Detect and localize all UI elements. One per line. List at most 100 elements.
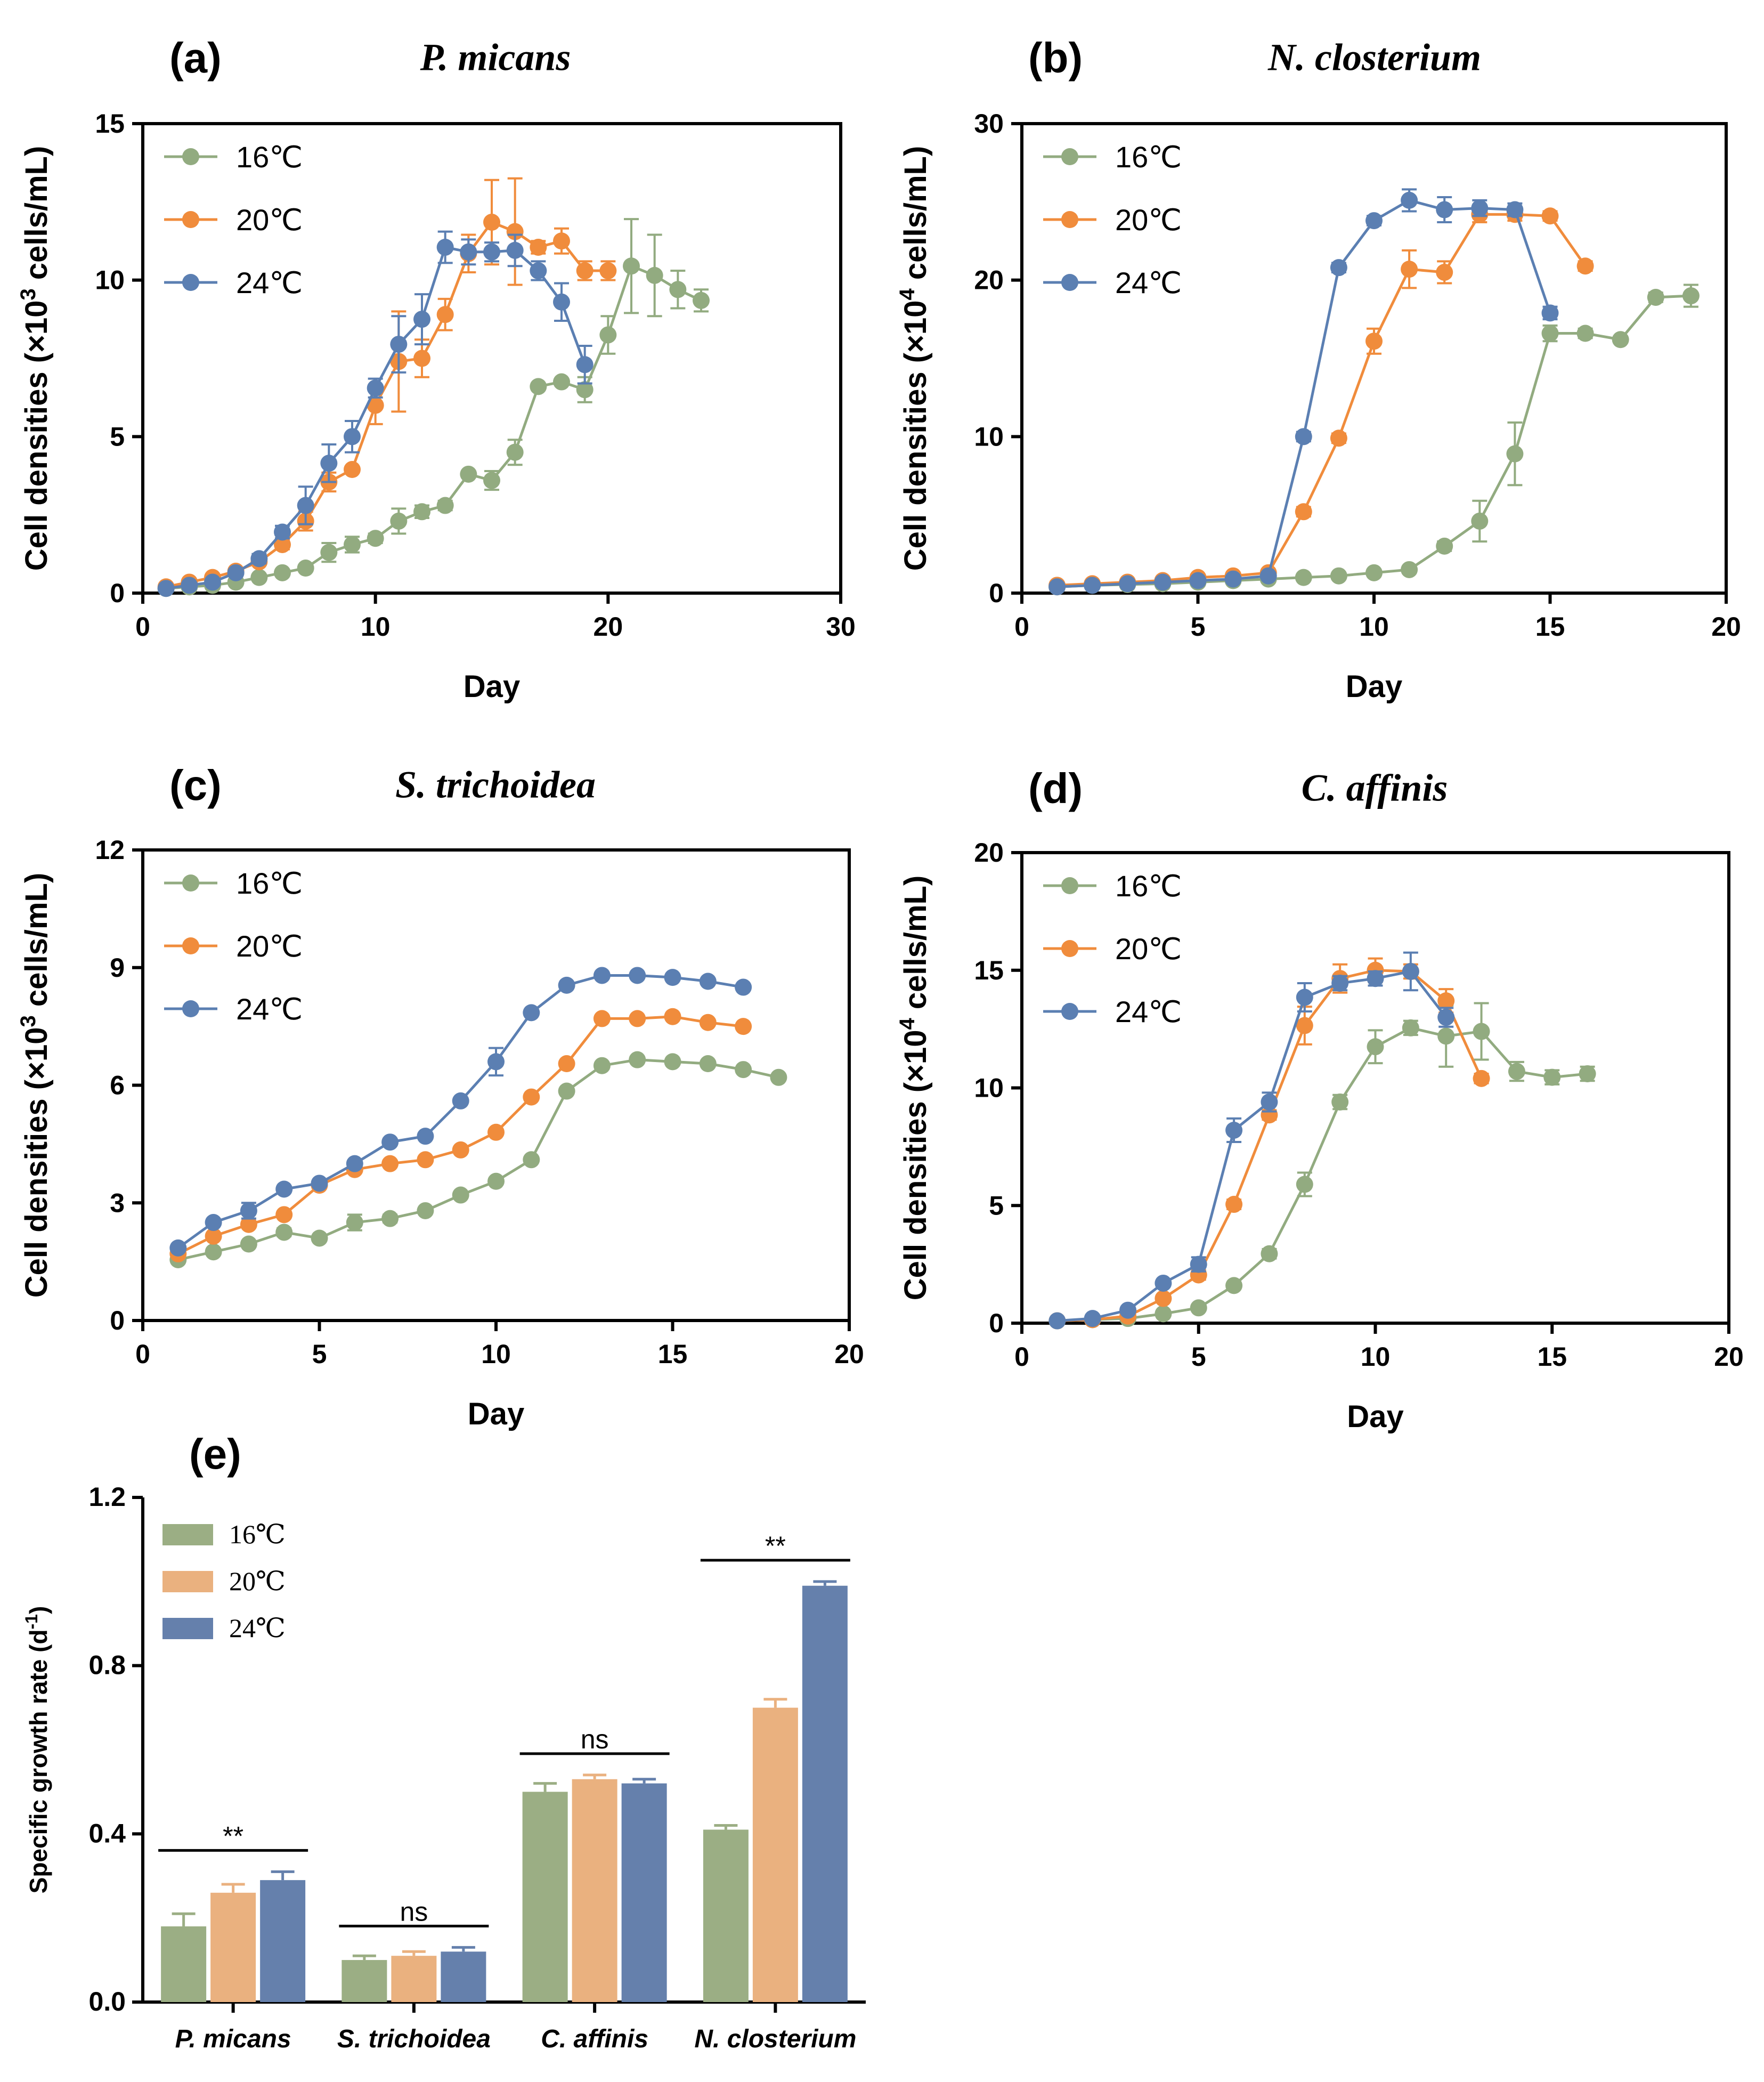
data-point xyxy=(311,1174,328,1192)
data-point xyxy=(599,326,617,344)
data-point xyxy=(413,350,430,367)
data-point xyxy=(417,1128,434,1145)
data-point xyxy=(599,262,617,280)
data-point xyxy=(576,356,594,374)
legend-marker xyxy=(1061,148,1078,165)
data-point xyxy=(1330,259,1347,277)
panel-c: (c) S. trichoidea 0 5 10 15 20 0 3 6 9 12 Day Cell de… xyxy=(17,761,864,1431)
legend-label: 20℃ xyxy=(1115,932,1182,966)
data-point xyxy=(413,311,430,328)
data-point xyxy=(553,293,570,311)
panel-letter: (a) xyxy=(169,34,222,82)
data-point xyxy=(344,428,361,445)
data-point xyxy=(1331,975,1349,992)
data-point xyxy=(1295,503,1312,521)
data-point xyxy=(1225,1277,1243,1294)
data-point xyxy=(346,1155,363,1172)
data-point xyxy=(487,1053,505,1071)
data-point xyxy=(699,1055,717,1073)
data-point xyxy=(1508,1063,1525,1080)
data-point xyxy=(629,967,646,984)
data-point xyxy=(1471,512,1489,530)
legend-swatch xyxy=(162,1524,213,1545)
data-point xyxy=(1048,578,1066,596)
series-24℃ xyxy=(169,967,752,1257)
data-point xyxy=(1401,561,1418,578)
x-tick-label: 10 xyxy=(1361,1342,1391,1372)
data-point xyxy=(1189,572,1207,589)
data-point xyxy=(1365,212,1383,230)
data-point xyxy=(1612,331,1629,349)
y-tick-label: 0 xyxy=(110,578,125,608)
x-tick-label: 0 xyxy=(135,612,150,642)
y-tick-label: 0 xyxy=(989,1308,1004,1338)
data-point xyxy=(1401,191,1418,209)
bar xyxy=(260,1880,306,2002)
data-point xyxy=(1436,201,1453,218)
data-point xyxy=(693,291,710,309)
data-point xyxy=(1541,207,1559,225)
data-point xyxy=(735,1061,752,1079)
data-point xyxy=(1506,201,1524,218)
data-point xyxy=(669,281,687,298)
bar xyxy=(802,1585,848,2002)
data-point xyxy=(523,1004,540,1022)
data-point xyxy=(169,1239,187,1257)
x-axis-title: Day xyxy=(468,1397,524,1431)
data-point xyxy=(664,1008,681,1025)
legend-swatch xyxy=(162,1618,213,1639)
data-point xyxy=(381,1155,399,1172)
y-tick-label: 5 xyxy=(989,1190,1004,1220)
data-point xyxy=(1261,1093,1278,1111)
y-tick-label: 12 xyxy=(95,835,125,865)
data-point xyxy=(664,1053,681,1071)
x-tick-label: 10 xyxy=(1359,612,1389,642)
data-point xyxy=(1330,430,1347,447)
y-axis-title: Cell densities (×103 cells/mL) xyxy=(17,146,54,571)
data-point xyxy=(250,550,268,568)
bar xyxy=(210,1892,256,2002)
y-tick-label: 15 xyxy=(95,109,125,139)
series-16℃ xyxy=(169,1051,787,1268)
legend-label: 16℃ xyxy=(1115,869,1182,903)
legend-label: 20℃ xyxy=(229,1566,286,1596)
x-tick-label: 15 xyxy=(1535,612,1565,642)
data-point xyxy=(1296,989,1313,1006)
y-tick-label: 0.8 xyxy=(88,1650,126,1680)
data-point xyxy=(1576,257,1594,275)
data-point xyxy=(506,223,524,240)
data-point xyxy=(646,266,663,284)
data-point xyxy=(413,503,430,521)
x-tick-label: 15 xyxy=(1537,1342,1567,1372)
data-point xyxy=(1225,1196,1243,1213)
panel-letter: (b) xyxy=(1028,34,1083,82)
significance-label: ** xyxy=(765,1531,786,1561)
legend-label: 16℃ xyxy=(1115,140,1182,174)
x-tick-label: 0 xyxy=(1014,1342,1029,1372)
significance-label: ** xyxy=(223,1821,243,1851)
bar xyxy=(161,1926,207,2002)
bar xyxy=(441,1951,486,2002)
data-point xyxy=(436,306,454,323)
data-point xyxy=(1506,445,1524,463)
data-point xyxy=(1190,1299,1207,1317)
data-point xyxy=(1155,1290,1172,1307)
data-point xyxy=(344,461,361,479)
series-line xyxy=(166,264,702,590)
data-point xyxy=(320,544,338,561)
data-point xyxy=(204,573,221,591)
legend-swatch xyxy=(162,1571,213,1592)
x-axis-title: Day xyxy=(1347,1399,1403,1434)
legend-marker xyxy=(1061,1003,1078,1020)
bar xyxy=(703,1829,749,2002)
bar xyxy=(342,1960,387,2002)
data-point xyxy=(452,1141,469,1159)
data-point xyxy=(1296,1176,1313,1193)
data-point xyxy=(275,1224,293,1241)
data-point xyxy=(1365,333,1383,350)
data-point xyxy=(460,243,477,261)
data-point xyxy=(699,1014,717,1031)
category-label: S. trichoidea xyxy=(337,2025,491,2053)
y-axis-title: Cell densities (×104 cells/mL) xyxy=(896,146,933,571)
series-line xyxy=(177,1058,779,1261)
